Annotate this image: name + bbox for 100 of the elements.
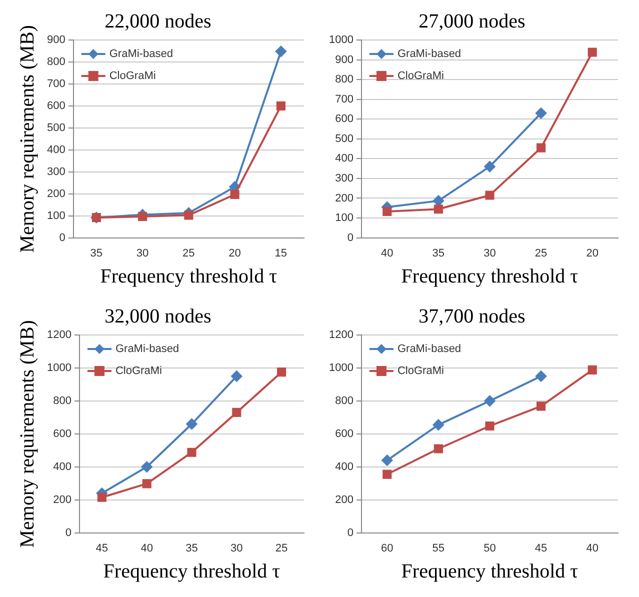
y-tick-label: 600 xyxy=(335,428,354,440)
y-tick-label: 200 xyxy=(46,188,66,200)
point xyxy=(434,444,443,454)
x-tick-label: 35 xyxy=(432,247,445,260)
y-tick-label: 900 xyxy=(335,54,354,66)
y-tick-label: 300 xyxy=(46,166,66,178)
y-tick-label: 1000 xyxy=(328,34,354,46)
point xyxy=(186,418,198,430)
point xyxy=(432,419,444,430)
y-axis-title: Memory requirements (MB) xyxy=(16,320,38,548)
point xyxy=(484,395,496,406)
y-tick-label: 400 xyxy=(335,152,354,165)
y-tick-label: 0 xyxy=(347,526,354,539)
y-tick-label: 1200 xyxy=(328,329,354,342)
x-tick-label: 40 xyxy=(381,247,394,260)
y-tick-label: 300 xyxy=(335,172,354,184)
y-tick-label: 700 xyxy=(46,78,66,90)
x-tick-label: 20 xyxy=(586,247,598,260)
point xyxy=(588,365,597,374)
legend-label: CloGraMi xyxy=(397,365,444,378)
x-axis-title: Frequency threshold τ xyxy=(401,265,578,288)
x-tick-label: 25 xyxy=(275,542,288,554)
point xyxy=(138,212,148,222)
legend-label: GraMi-based xyxy=(109,48,173,60)
x-tick-label: 25 xyxy=(534,247,548,260)
point xyxy=(484,161,496,172)
y-tick-label: 400 xyxy=(53,460,72,473)
point xyxy=(485,190,494,200)
y-tick-label: 0 xyxy=(65,526,72,539)
point xyxy=(485,421,494,431)
x-tick-label: 20 xyxy=(228,247,241,260)
y-tick-label: 0 xyxy=(347,232,354,244)
x-axis-title: Frequency threshold τ xyxy=(100,265,278,288)
y-tick-label: 400 xyxy=(46,144,66,156)
y-axis-title: Memory requirements (MB) xyxy=(16,25,38,253)
chart-title: 22,000 nodes xyxy=(104,10,212,32)
x-tick-label: 30 xyxy=(484,247,496,260)
y-tick-label: 600 xyxy=(53,428,72,440)
point xyxy=(141,461,152,472)
x-tick-label: 50 xyxy=(484,542,496,554)
point xyxy=(276,101,286,110)
point xyxy=(187,448,196,457)
point xyxy=(382,470,392,479)
chart-title: 32,000 nodes xyxy=(104,305,212,328)
point xyxy=(536,108,547,119)
x-tick-label: 40 xyxy=(586,542,598,554)
x-axis-title: Frequency threshold τ xyxy=(401,560,578,582)
y-tick-label: 900 xyxy=(46,34,66,46)
x-tick-label: 55 xyxy=(432,542,445,554)
x-axis-title: Frequency threshold τ xyxy=(103,560,280,582)
y-tick-label: 800 xyxy=(335,394,354,407)
y-tick-label: 600 xyxy=(335,113,354,126)
x-tick-label: 25 xyxy=(182,247,195,260)
point xyxy=(536,143,546,152)
y-tick-label: 800 xyxy=(46,56,66,68)
y-tick-label: 500 xyxy=(46,122,66,134)
legend-label: GraMi-based xyxy=(397,48,462,60)
x-tick-label: 40 xyxy=(140,542,153,554)
x-tick-label: 60 xyxy=(381,542,394,554)
point xyxy=(588,48,597,57)
point xyxy=(536,370,547,382)
point xyxy=(277,368,286,377)
point xyxy=(232,408,242,418)
y-tick-label: 800 xyxy=(53,394,72,407)
y-tick-label: 0 xyxy=(59,232,66,244)
point xyxy=(432,195,444,206)
y-tick-label: 700 xyxy=(335,93,354,106)
y-tick-label: 200 xyxy=(53,494,72,506)
point xyxy=(97,492,106,502)
y-tick-label: 400 xyxy=(335,460,354,473)
y-tick-label: 200 xyxy=(335,192,354,204)
x-tick-label: 30 xyxy=(136,247,149,260)
legend-label: CloGraMi xyxy=(397,70,444,82)
y-tick-label: 1200 xyxy=(46,329,72,342)
y-tick-label: 100 xyxy=(335,212,354,224)
legend-label: GraMi-based xyxy=(115,343,180,356)
legend-label: CloGraMi xyxy=(109,70,156,82)
x-tick-label: 30 xyxy=(230,542,243,554)
point xyxy=(142,479,152,488)
y-tick-label: 600 xyxy=(46,100,66,112)
point xyxy=(434,204,443,214)
point xyxy=(184,210,194,220)
legend-label: CloGraMi xyxy=(115,365,162,378)
point xyxy=(382,206,392,216)
x-tick-label: 35 xyxy=(186,542,198,554)
y-tick-label: 500 xyxy=(335,132,354,145)
x-tick-label: 35 xyxy=(90,247,103,260)
point xyxy=(536,402,546,411)
x-tick-label: 15 xyxy=(274,247,288,260)
y-tick-label: 200 xyxy=(335,494,354,506)
y-tick-label: 100 xyxy=(46,210,66,222)
y-tick-label: 1000 xyxy=(46,362,72,374)
x-tick-label: 45 xyxy=(96,542,108,554)
point xyxy=(382,454,393,466)
point xyxy=(230,190,240,200)
point xyxy=(275,46,286,57)
point xyxy=(231,370,242,382)
y-tick-label: 800 xyxy=(335,74,354,86)
y-tick-label: 1000 xyxy=(328,362,354,374)
legend-label: GraMi-based xyxy=(397,343,462,356)
